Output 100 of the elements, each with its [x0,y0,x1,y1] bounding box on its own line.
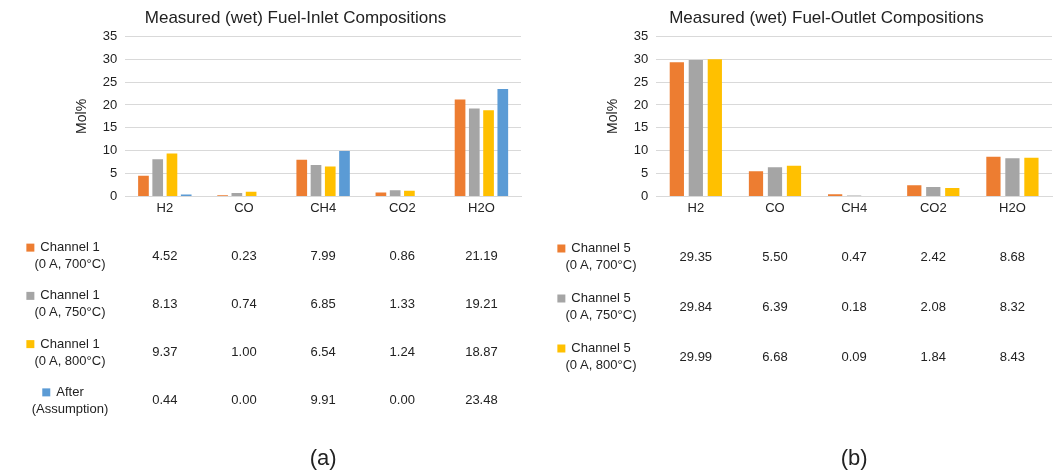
text: (a) [309,445,337,471]
data-label: 6.54 [310,344,336,360]
y-tick-label: 25 [633,73,649,89]
chart-title: Measured (wet) Fuel-Outlet Compositions [669,7,984,27]
y-tick-label: 15 [633,119,649,135]
bar [986,156,1001,196]
x-tick-label: H2O [999,199,1026,215]
bar [786,165,802,196]
x-tick-label: H2 [687,199,705,215]
data-label: 23.48 [465,392,498,408]
y-tick-label: 5 [110,165,118,181]
y-tick-label: 25 [102,73,118,89]
bar [468,108,480,196]
y-tick-label: 0 [641,187,649,203]
data-label: 1.84 [920,348,946,364]
data-label: 18.87 [465,344,498,360]
data-label: 0.47 [841,248,867,264]
y-tick-label: 20 [633,96,649,112]
y-axis-title: Mol% [604,98,621,134]
x-tick-label: CO [234,199,254,215]
bar [483,110,494,196]
data-label: 7.99 [310,247,336,263]
data-label: 0.44 [152,392,178,408]
y-tick-label: 5 [641,165,649,181]
y-tick-label: 20 [102,96,118,112]
bar [688,59,703,196]
data-label: 6.68 [762,348,788,364]
legend-label: After (Assumption) [31,383,109,416]
x-tick-label: H2O [468,199,495,215]
data-label: 0.00 [231,392,257,408]
data-label: 5.50 [762,248,788,264]
y-tick-label: 0 [110,187,118,203]
bar [245,191,257,196]
legend-label: Channel 5 (0 A, 800°C) [565,340,637,373]
data-label: 9.37 [152,344,178,360]
data-label: 6.85 [310,295,336,311]
bar [707,59,722,196]
data-label: 8.32 [999,298,1026,314]
bar [231,193,243,196]
bar [152,159,164,196]
bar [324,166,336,196]
data-label: 0.18 [841,298,867,314]
legend-label: Channel 1 (0 A, 800°C) [34,335,106,368]
bar [926,186,941,196]
data-label: 0.09 [841,348,867,364]
data-label: 2.08 [920,298,946,314]
data-label: 1.33 [389,295,415,311]
bar [375,192,387,196]
data-label: 0.00 [389,392,415,408]
data-label: 0.86 [389,247,415,263]
bar [1005,158,1020,196]
bar [138,175,149,196]
x-tick-label: CO2 [388,199,416,215]
x-tick-label: CH4 [841,199,868,215]
bar [767,167,783,196]
legend-label: Channel 1 (0 A, 750°C) [34,287,106,320]
bar [907,185,922,196]
bar [945,187,960,196]
bar [310,165,322,196]
bar [296,159,308,196]
data-label: 29.84 [679,298,713,314]
data-label: 1.00 [231,344,257,360]
bar [1024,157,1039,196]
data-label: 21.19 [465,247,498,263]
data-label: 2.42 [920,248,946,264]
bar [454,99,466,196]
data-label: 8.68 [999,248,1026,264]
y-tick-label: 35 [102,27,118,43]
x-tick-label: CH4 [310,199,337,215]
y-tick-label: 30 [633,50,649,66]
x-tick-label: H2 [156,199,174,215]
data-label: 1.24 [389,344,415,360]
bar [389,190,401,196]
bar [404,190,415,196]
x-tick-label: CO [765,199,785,215]
data-label: 4.52 [152,247,178,263]
legend-label: Channel 5 (0 A, 750°C) [565,290,637,323]
data-label: 29.35 [679,248,713,264]
data-label: 8.13 [152,295,178,311]
bar [497,89,509,196]
bar [748,171,764,196]
data-label: 0.74 [231,295,257,311]
legend-label: Channel 5 (0 A, 700°C) [565,240,637,273]
data-label: 0.23 [231,247,257,263]
data-label: 19.21 [465,295,498,311]
y-tick-label: 10 [633,142,649,158]
bar [669,62,684,196]
data-label: 9.91 [310,392,336,408]
y-tick-label: 15 [102,119,118,135]
legend-label: Channel 1 (0 A, 700°C) [34,239,106,272]
data-label: 29.99 [679,348,713,364]
y-axis-title: Mol% [73,98,90,134]
chart-title: Measured (wet) Fuel-Inlet Compositions [144,7,447,27]
data-label: 6.39 [762,298,788,314]
y-tick-label: 35 [633,27,649,43]
x-tick-label: CO2 [919,199,947,215]
bar [339,151,350,196]
bar [166,153,178,196]
data-label: 8.43 [999,348,1026,364]
y-tick-label: 30 [102,50,118,66]
